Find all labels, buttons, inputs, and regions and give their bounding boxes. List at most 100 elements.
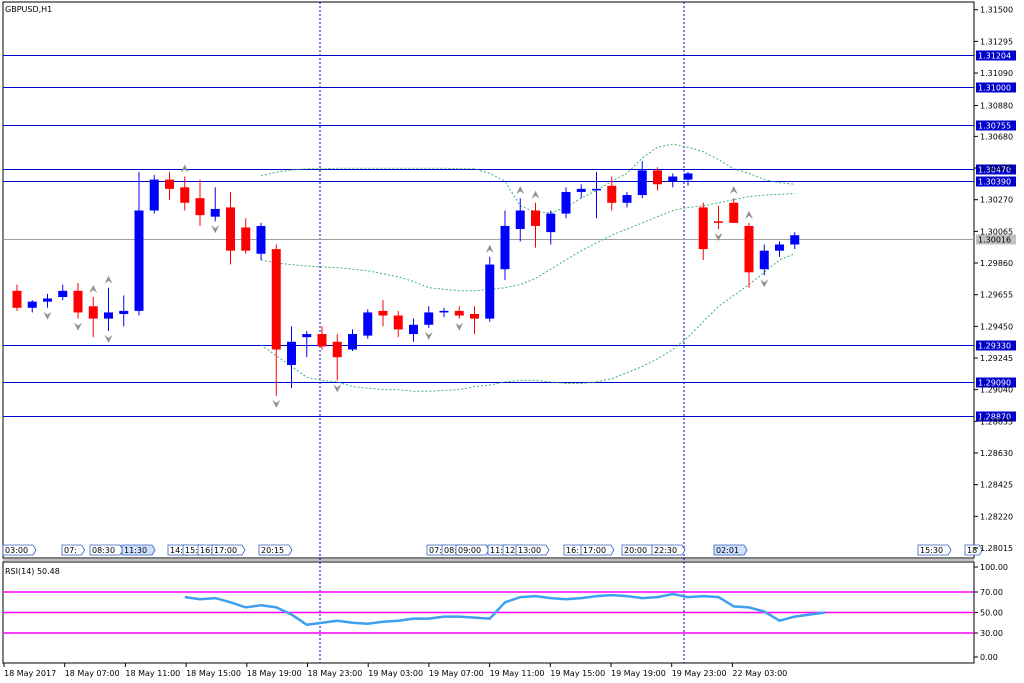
session-marker-label: 17:00 <box>214 546 237 555</box>
candle[interactable] <box>607 176 617 211</box>
candle-body <box>775 244 784 251</box>
fractal-down-icon <box>424 331 433 340</box>
candle-body <box>470 313 479 319</box>
candle[interactable] <box>27 300 37 313</box>
bollinger-middle-band <box>260 193 795 292</box>
session-marker[interactable] <box>258 544 293 556</box>
session-marker[interactable] <box>61 544 86 556</box>
session-marker[interactable] <box>455 544 490 556</box>
candle[interactable] <box>622 191 632 208</box>
candle[interactable] <box>393 310 403 338</box>
candle[interactable] <box>561 187 571 219</box>
session-marker-label: 16: <box>566 546 579 555</box>
candle-body <box>393 315 403 330</box>
session-marker-label: 13:00 <box>518 546 541 555</box>
session-marker[interactable] <box>964 544 983 556</box>
candle[interactable] <box>729 198 739 223</box>
candle-body <box>515 210 525 230</box>
session-marker[interactable] <box>713 544 748 556</box>
candle[interactable] <box>12 284 22 311</box>
candle[interactable] <box>287 326 296 389</box>
session-marker[interactable] <box>515 544 550 556</box>
candle[interactable] <box>714 205 723 230</box>
candle[interactable] <box>363 309 373 339</box>
candle[interactable] <box>378 300 388 327</box>
candle[interactable] <box>271 244 281 396</box>
candle-body <box>500 225 510 270</box>
candle[interactable] <box>790 232 800 250</box>
session-marker[interactable] <box>2 544 37 556</box>
rsi-line <box>184 592 826 627</box>
candle[interactable] <box>546 210 556 245</box>
candle-body <box>485 264 495 319</box>
candle[interactable] <box>698 202 708 260</box>
candle[interactable] <box>439 307 449 318</box>
session-marker[interactable] <box>211 544 246 556</box>
session-marker[interactable] <box>651 544 686 556</box>
candle-body <box>119 310 129 314</box>
session-marker-label: 11: <box>490 546 503 555</box>
candle-body <box>226 207 235 251</box>
candle[interactable] <box>88 296 98 338</box>
candle[interactable] <box>119 295 129 327</box>
level-price-tag <box>976 176 1016 187</box>
candle[interactable] <box>348 329 357 352</box>
candle[interactable] <box>424 306 434 328</box>
candle-body <box>744 225 754 273</box>
candle-body <box>104 312 113 319</box>
level-price-tag <box>976 120 1016 131</box>
candle[interactable] <box>180 176 190 211</box>
candle-body <box>12 290 22 308</box>
candle[interactable] <box>592 171 601 219</box>
candle[interactable] <box>195 179 205 226</box>
candle[interactable] <box>668 173 678 188</box>
fractal-down-icon <box>272 399 281 408</box>
candle-body <box>348 334 357 350</box>
current-price-label: 1.30016 <box>978 236 1011 245</box>
candle[interactable] <box>134 171 144 316</box>
candle[interactable] <box>58 284 68 301</box>
session-marker[interactable] <box>917 544 952 556</box>
fractal-up-icon <box>485 244 494 253</box>
candle[interactable] <box>210 187 220 222</box>
candle[interactable] <box>744 222 754 288</box>
candle[interactable] <box>454 306 464 319</box>
session-marker[interactable] <box>89 544 124 556</box>
session-marker-label: 08: <box>444 546 457 555</box>
candle[interactable] <box>256 222 266 260</box>
candle[interactable] <box>759 244 769 276</box>
candle-body <box>637 170 647 196</box>
candle-body <box>332 341 342 358</box>
candle[interactable] <box>317 326 327 350</box>
candle[interactable] <box>775 241 784 257</box>
session-marker[interactable] <box>580 544 615 556</box>
fractal-down-icon <box>43 311 52 320</box>
candle[interactable] <box>332 334 342 381</box>
candle[interactable] <box>653 167 662 191</box>
time-tick-label: 19 May 07:00 <box>429 669 484 678</box>
candle[interactable] <box>485 256 495 322</box>
candle-body <box>210 208 220 217</box>
candle[interactable] <box>165 171 174 200</box>
candle[interactable] <box>637 161 647 199</box>
candle[interactable] <box>409 318 418 342</box>
candle[interactable] <box>302 330 312 358</box>
candle[interactable] <box>683 171 693 186</box>
candle-body <box>378 310 388 316</box>
candle[interactable] <box>531 202 540 248</box>
candle-body <box>180 187 190 203</box>
level-price-tag <box>976 340 1016 351</box>
session-marker[interactable] <box>121 544 156 556</box>
candle[interactable] <box>73 283 83 319</box>
candle[interactable] <box>226 191 235 265</box>
candle[interactable] <box>500 210 510 281</box>
candle[interactable] <box>576 184 586 199</box>
time-tick-label: 18 May 2017 <box>4 669 56 678</box>
candle[interactable] <box>470 306 479 335</box>
candle[interactable] <box>241 218 251 254</box>
candle[interactable] <box>43 293 52 308</box>
candle[interactable] <box>515 198 525 242</box>
candle[interactable] <box>149 174 159 214</box>
candle[interactable] <box>104 287 113 331</box>
